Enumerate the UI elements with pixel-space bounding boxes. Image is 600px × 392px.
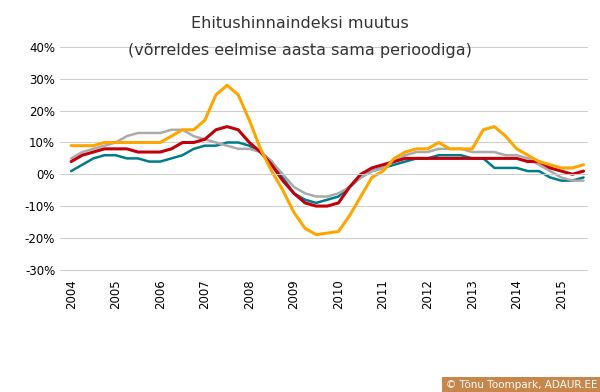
Text: Ehitushinnaindeksi muutus: Ehitushinnaindeksi muutus	[191, 16, 409, 31]
Text: © Tõnu Toompark, ADAUR.EE: © Tõnu Toompark, ADAUR.EE	[445, 380, 597, 390]
Text: (võrreldes eelmise aasta sama perioodiga): (võrreldes eelmise aasta sama perioodiga…	[128, 43, 472, 58]
